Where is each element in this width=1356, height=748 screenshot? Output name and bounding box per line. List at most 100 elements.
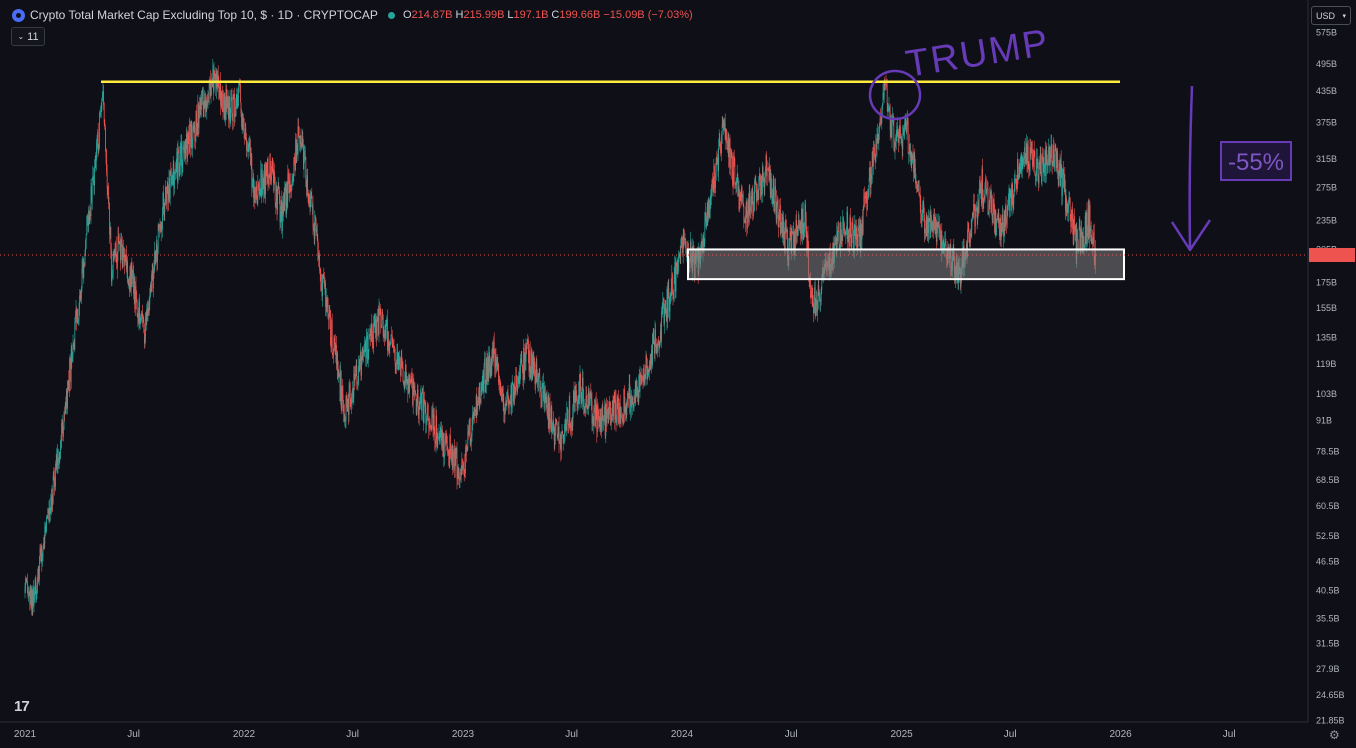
symbol-title[interactable]: Crypto Total Market Cap Excluding Top 10… [30, 8, 378, 22]
candle [112, 264, 113, 278]
candle [816, 290, 817, 316]
candle [462, 458, 463, 475]
candle [119, 233, 121, 245]
candle [45, 521, 47, 535]
candle [37, 568, 38, 594]
candle [543, 390, 545, 410]
candle [523, 343, 525, 380]
candle [471, 432, 472, 452]
candle [459, 468, 461, 488]
candle [974, 204, 976, 235]
candle [754, 174, 756, 185]
candle [186, 129, 188, 166]
candle [576, 383, 577, 401]
candle [438, 436, 439, 439]
candle [622, 412, 623, 424]
candle [399, 350, 400, 370]
candle [190, 121, 191, 158]
candle [510, 394, 511, 406]
candle [756, 181, 757, 211]
candle [973, 193, 974, 220]
candle [625, 402, 627, 419]
candle [932, 219, 934, 232]
settings-gear-icon[interactable]: ⚙ [1329, 728, 1340, 742]
candle [976, 206, 978, 230]
candle [228, 95, 229, 128]
candle [25, 577, 27, 583]
candle [753, 201, 754, 220]
candle [102, 91, 103, 102]
indicators-toggle-button[interactable]: ⌄ 11 [11, 27, 45, 46]
drop-label-box[interactable] [1220, 141, 1292, 181]
candle [274, 176, 276, 208]
candle [214, 69, 215, 80]
candle [625, 404, 626, 422]
candle [423, 399, 425, 424]
candle [816, 291, 818, 316]
candle [709, 200, 710, 219]
candle [1062, 167, 1063, 205]
candle [558, 421, 559, 441]
candle [64, 406, 65, 422]
x-tick-label: 2023 [452, 729, 475, 740]
candle [402, 358, 403, 370]
candle [652, 332, 653, 369]
trump-annotation-text[interactable]: TRUMP [903, 22, 1053, 86]
candle [156, 239, 158, 272]
candle [436, 432, 438, 451]
candle [908, 152, 910, 165]
candle [207, 90, 209, 109]
support-zone-box[interactable] [687, 248, 1125, 281]
candle [372, 336, 374, 352]
candle [1023, 156, 1025, 169]
candle [1011, 178, 1013, 216]
candle [33, 587, 35, 613]
candle [606, 409, 608, 427]
candle [493, 332, 495, 355]
candle [477, 396, 479, 406]
candle [529, 344, 530, 381]
candle [366, 328, 368, 341]
candle [181, 134, 182, 177]
candle [495, 348, 497, 375]
candle [180, 134, 182, 154]
candle [712, 176, 714, 197]
candle [101, 97, 103, 112]
candle [792, 230, 793, 236]
candle [869, 160, 871, 182]
candle [468, 425, 469, 440]
candle [244, 132, 245, 145]
candle [342, 378, 343, 402]
candle [334, 334, 336, 355]
candle [783, 211, 784, 246]
candle [685, 238, 686, 254]
candle [903, 124, 904, 136]
candle [672, 290, 674, 306]
candle [66, 388, 68, 410]
tradingview-logo[interactable]: 17 [14, 698, 30, 715]
candle [803, 222, 805, 241]
candle [998, 208, 1000, 229]
candle [931, 215, 932, 231]
candle [647, 366, 649, 380]
currency-select[interactable]: USD ▾ [1311, 6, 1351, 25]
candle [45, 522, 46, 537]
peak-circle-drawing[interactable] [868, 69, 922, 121]
candle [659, 341, 661, 349]
candle [622, 414, 624, 426]
candle [984, 182, 986, 204]
candle [385, 319, 387, 340]
candle [649, 360, 650, 381]
candle [763, 177, 765, 196]
down-arrow-drawing[interactable] [1188, 85, 1194, 249]
candle [467, 424, 469, 451]
candle [102, 82, 104, 102]
candle [722, 116, 724, 128]
candle [274, 163, 275, 185]
candle [423, 385, 424, 431]
candle [379, 304, 381, 315]
candle [750, 206, 751, 219]
candle [80, 290, 82, 302]
candle [843, 216, 844, 234]
